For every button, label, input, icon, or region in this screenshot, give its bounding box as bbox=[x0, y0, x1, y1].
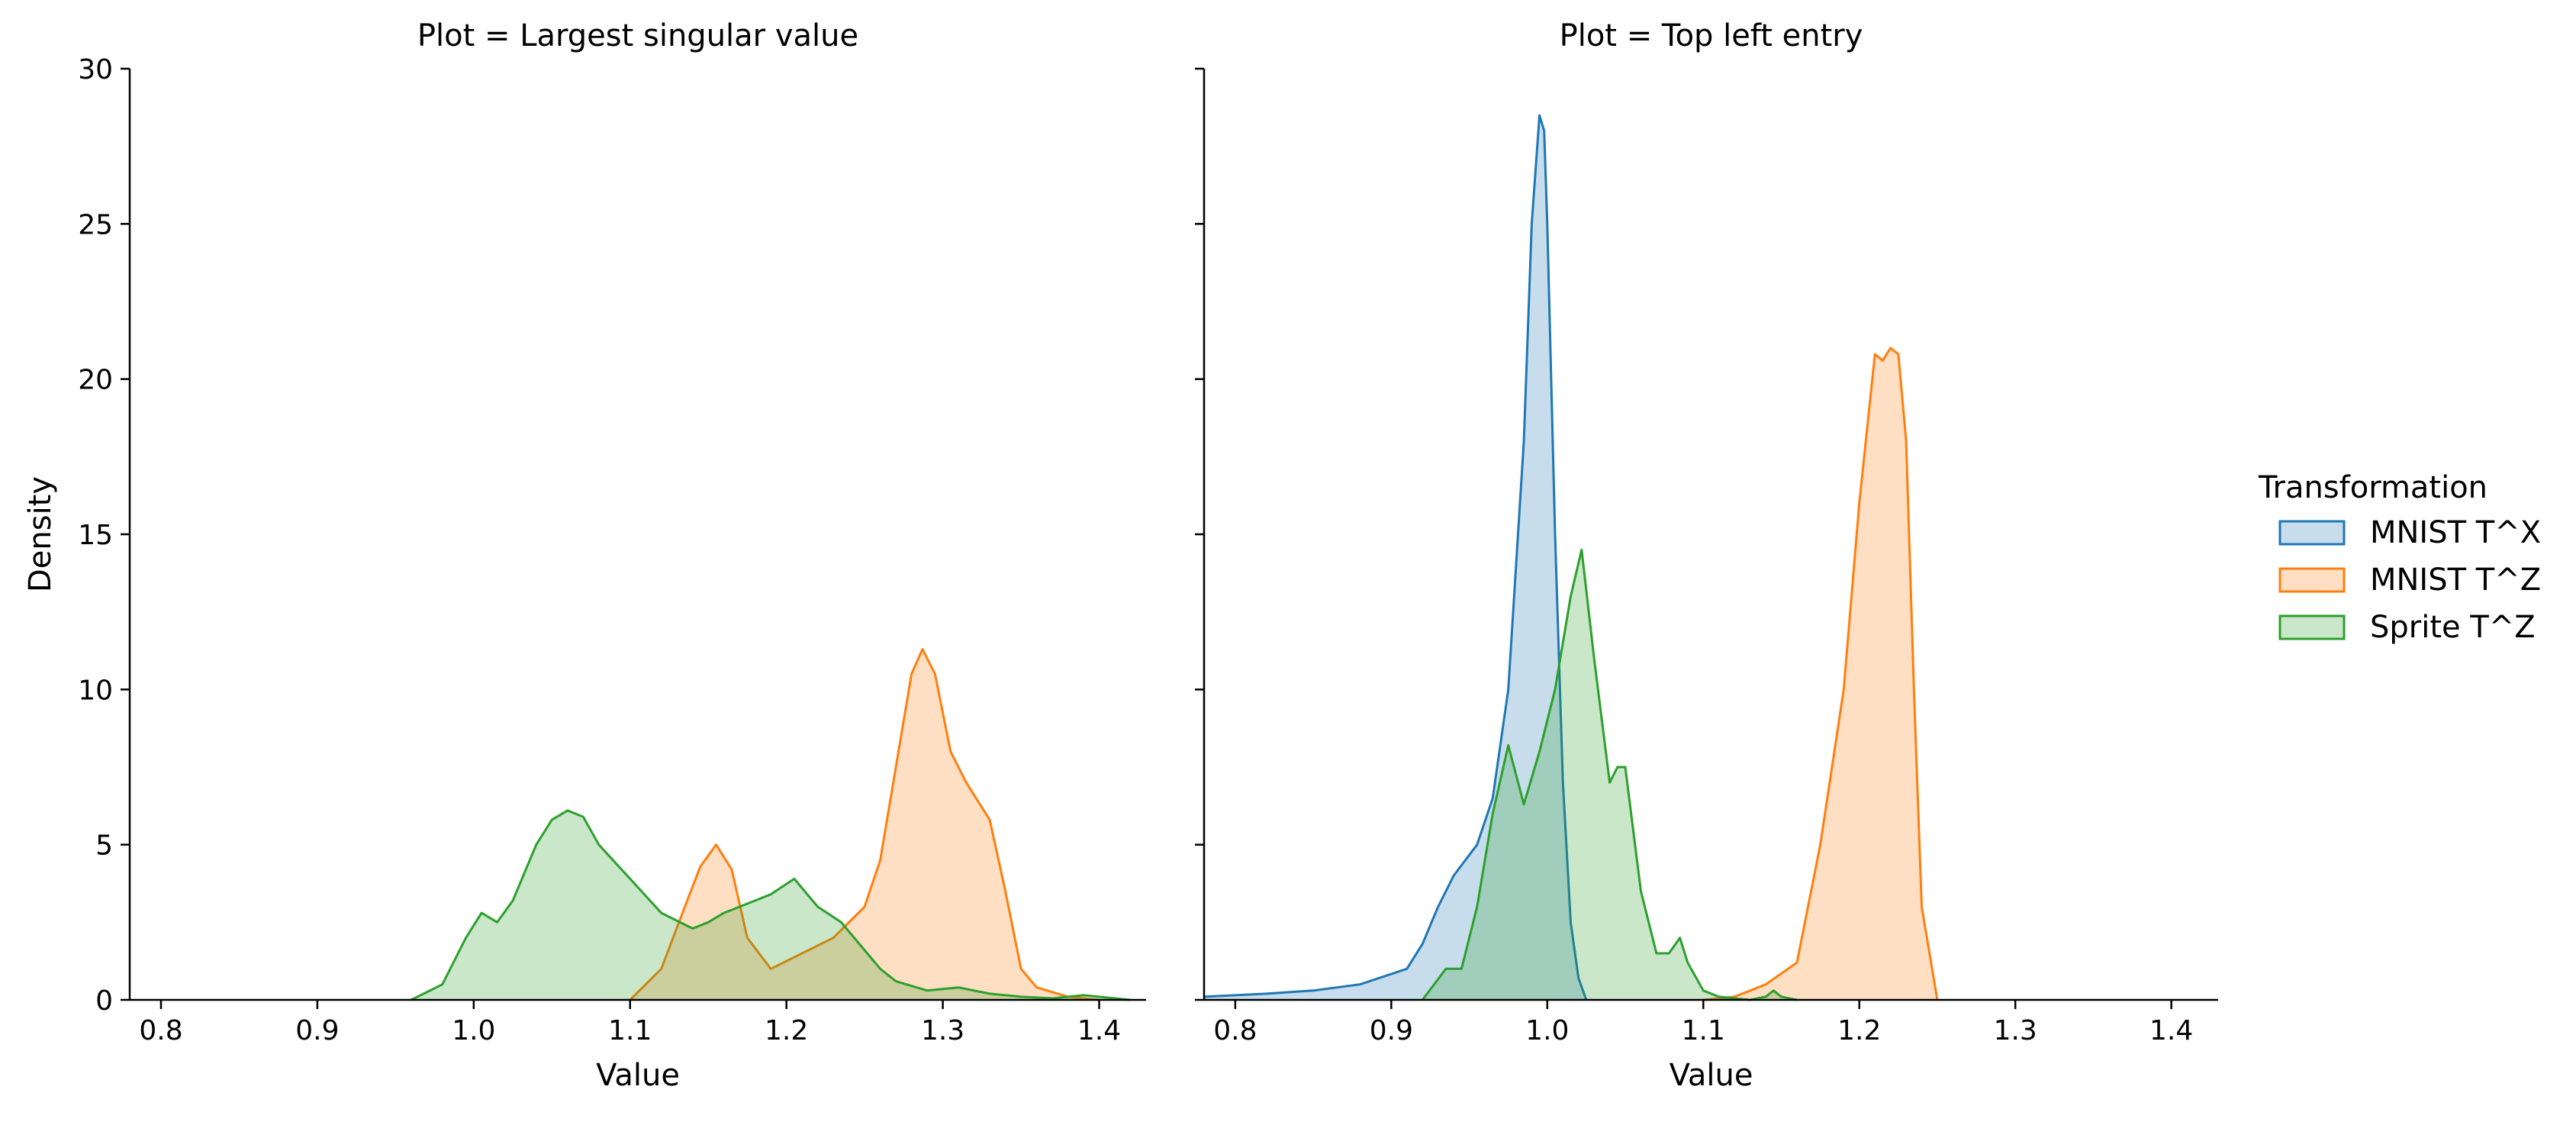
y-tick-label: 30 bbox=[78, 54, 113, 85]
density-line-mnist-t-x bbox=[1203, 114, 1588, 1001]
panel-title: Plot = Top left entry bbox=[1560, 18, 1863, 53]
y-tick-label: 0 bbox=[95, 985, 113, 1017]
x-tick-label: 0.8 bbox=[1213, 1015, 1257, 1046]
panel-1: 0 5 10 15 20 25 30 0.8 0.9 1.0 1.1 1.2 1.3 1.4 Value Pl… bbox=[78, 18, 1146, 1093]
x-tick-label: 0.8 bbox=[139, 1015, 182, 1046]
x-tick-label: 0.9 bbox=[295, 1015, 339, 1046]
legend-swatch bbox=[2278, 567, 2346, 593]
panel-title: Plot = Largest singular value bbox=[417, 18, 858, 53]
y-tick-label: 10 bbox=[78, 675, 113, 706]
density-area-sprite-t-z bbox=[411, 810, 1131, 1000]
density-area-mnist-t-z bbox=[1703, 348, 1937, 1000]
x-tick-label: 0.9 bbox=[1370, 1015, 1413, 1046]
x-tick-label: 1.3 bbox=[921, 1015, 964, 1046]
x-axis-label: Value bbox=[1670, 1058, 1753, 1093]
x-tick-label: 1.4 bbox=[1077, 1015, 1121, 1046]
y-tick-label: 20 bbox=[78, 365, 113, 396]
density-area-mnist-t-x bbox=[1204, 115, 1586, 1000]
density-line-sprite-t-z bbox=[411, 809, 1131, 1001]
x-tick-label: 1.0 bbox=[1525, 1015, 1569, 1046]
x-axis-label: Value bbox=[596, 1058, 680, 1093]
x-tick-label: 1.1 bbox=[608, 1015, 652, 1046]
density-area-mnist-t-z bbox=[630, 649, 1100, 1000]
panels: 0 5 10 15 20 25 30 0.8 0.9 1.0 1.1 1.2 1.3 1.4 Value Pl… bbox=[23, 18, 2218, 1093]
legend-swatch bbox=[2278, 520, 2346, 546]
legend-swatch bbox=[2278, 614, 2346, 640]
y-tick-label: 15 bbox=[78, 520, 113, 551]
legend-label: Sprite T^Z bbox=[2370, 610, 2536, 645]
y-axis-label: Density bbox=[23, 476, 58, 592]
legend-item: MNIST T^X bbox=[2278, 515, 2541, 550]
x-tick-label: 1.2 bbox=[1837, 1015, 1881, 1046]
x-tick-label: 1.1 bbox=[1682, 1015, 1725, 1046]
panel-2: 0.8 0.9 1.0 1.1 1.2 1.3 1.4 Value Plot = Top lef… bbox=[1195, 18, 2218, 1093]
legend-label: MNIST T^Z bbox=[2370, 563, 2541, 598]
density-line-mnist-t-z bbox=[1703, 347, 1939, 1001]
x-tick-label: 1.2 bbox=[765, 1015, 808, 1046]
legend-label: MNIST T^X bbox=[2370, 515, 2541, 550]
legend: Transformation MNIST T^X MNIST T^Z Sprite T… bbox=[2258, 470, 2541, 645]
legend-title: Transformation bbox=[2258, 470, 2487, 505]
x-tick-label: 1.4 bbox=[2149, 1015, 2193, 1046]
legend-item: MNIST T^Z bbox=[2278, 563, 2541, 598]
density-area-sprite-t-z bbox=[1422, 550, 1797, 1000]
y-tick-label: 5 bbox=[95, 830, 113, 862]
y-tick-label: 25 bbox=[78, 209, 113, 240]
legend-item: Sprite T^Z bbox=[2278, 610, 2536, 645]
density-line-mnist-t-z bbox=[629, 648, 1100, 1001]
x-tick-label: 1.3 bbox=[1994, 1015, 2037, 1046]
x-tick-label: 1.0 bbox=[452, 1015, 495, 1046]
